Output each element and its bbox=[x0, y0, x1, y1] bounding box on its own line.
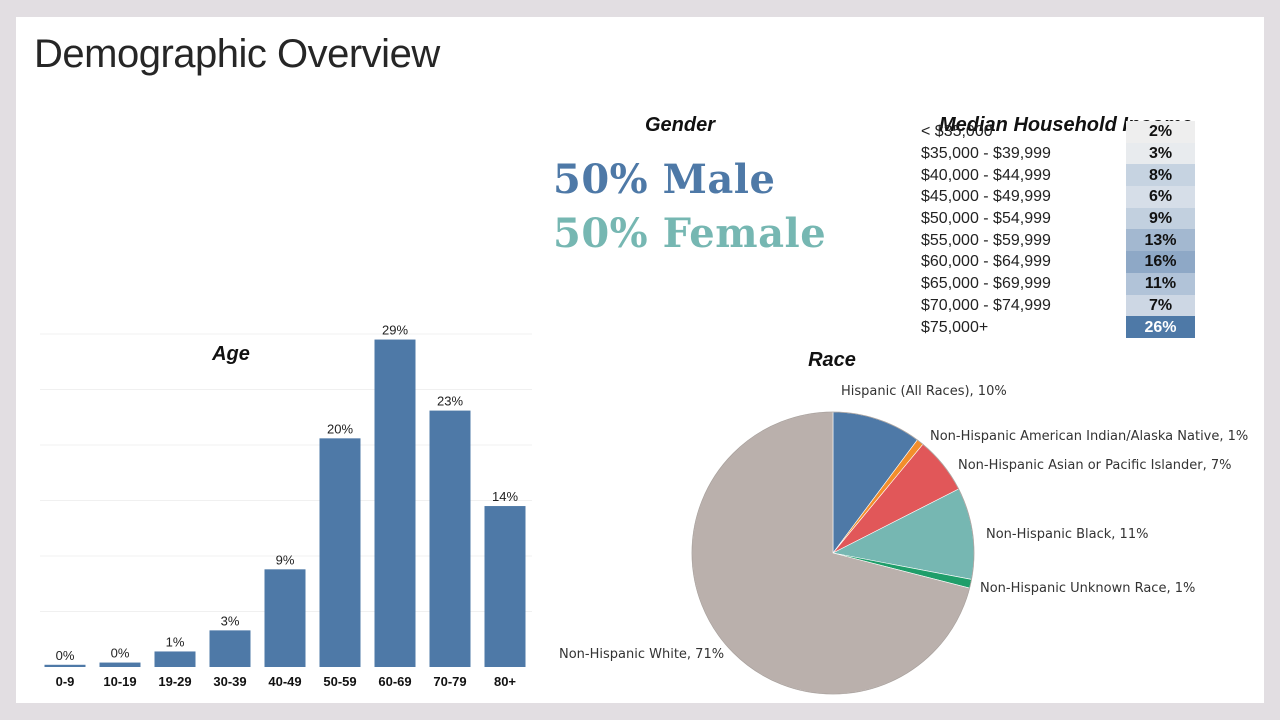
income-bracket-label: $75,000+ bbox=[921, 318, 989, 336]
income-bracket-value: 8% bbox=[1126, 164, 1195, 187]
income-bracket-label: < $35,000 bbox=[921, 123, 993, 141]
age-chart-title: Age bbox=[211, 343, 250, 365]
age-bar-value-label: 3% bbox=[221, 613, 240, 628]
income-bracket-value: 6% bbox=[1126, 186, 1195, 208]
age-bar-value-label: 9% bbox=[276, 552, 295, 567]
gender-title: Gender bbox=[645, 114, 716, 136]
income-bracket-value: 16% bbox=[1126, 251, 1195, 273]
race-pie-outline bbox=[691, 411, 975, 695]
income-bracket-label: $65,000 - $69,999 bbox=[921, 275, 1051, 293]
age-bar bbox=[374, 339, 416, 667]
age-bar-value-label: 29% bbox=[382, 323, 408, 338]
race-slice-label: Non-Hispanic American Indian/Alaska Nati… bbox=[930, 429, 1248, 444]
income-row: $45,000 - $49,999 6% bbox=[920, 186, 1195, 208]
income-bracket-label: $60,000 - $64,999 bbox=[921, 253, 1051, 271]
age-tick-label: 30-39 bbox=[213, 674, 246, 689]
age-bar-value-label: 14% bbox=[492, 489, 518, 504]
race-slice-label: Hispanic (All Races), 10% bbox=[841, 384, 1007, 399]
age-tick-label: 40-49 bbox=[268, 674, 301, 689]
income-bracket-label: $35,000 - $39,999 bbox=[921, 145, 1051, 163]
income-bracket-value: 26% bbox=[1126, 316, 1195, 338]
age-bar-value-label: 1% bbox=[166, 634, 185, 649]
slide bbox=[16, 17, 1264, 703]
race-slice-label: Non-Hispanic Black, 11% bbox=[986, 527, 1148, 542]
age-tick-label: 19-29 bbox=[158, 674, 191, 689]
income-row: $55,000 - $59,999 13% bbox=[920, 229, 1195, 252]
income-row: < $35,000 2% bbox=[920, 121, 1195, 143]
income-bracket-label: $55,000 - $59,999 bbox=[921, 231, 1051, 249]
age-bar bbox=[154, 651, 196, 667]
age-tick-label: 70-79 bbox=[433, 674, 466, 689]
income-bracket-label: $45,000 - $49,999 bbox=[921, 188, 1051, 206]
age-bar-value-label: 0% bbox=[111, 646, 130, 661]
race-slice-label: Non-Hispanic White, 71% bbox=[559, 647, 724, 662]
age-bar-value-label: 23% bbox=[437, 394, 463, 409]
age-bar bbox=[209, 630, 251, 667]
gender-male: 50% Male bbox=[553, 156, 776, 203]
income-bracket-value: 13% bbox=[1126, 229, 1195, 252]
gender-female: 50% Female bbox=[553, 210, 827, 257]
page-title: Demographic Overview bbox=[34, 32, 440, 76]
income-table: < $35,000 2% $35,000 - $39,999 3% $40,000 - … bbox=[920, 121, 1195, 338]
age-tick-label: 60-69 bbox=[378, 674, 411, 689]
income-bracket-value: 11% bbox=[1126, 272, 1195, 295]
income-row: $70,000 - $74,999 7% bbox=[920, 294, 1195, 317]
age-bar bbox=[99, 662, 141, 667]
income-bracket-value: 3% bbox=[1126, 142, 1195, 165]
age-tick-label: 50-59 bbox=[323, 674, 356, 689]
income-row: $40,000 - $44,999 8% bbox=[920, 164, 1195, 187]
income-bracket-value: 9% bbox=[1126, 207, 1195, 230]
race-slice-label: Non-Hispanic Unknown Race, 1% bbox=[980, 581, 1195, 596]
income-bracket-label: $70,000 - $74,999 bbox=[921, 296, 1051, 314]
age-bar bbox=[44, 664, 86, 667]
income-bracket-label: $40,000 - $44,999 bbox=[921, 166, 1051, 184]
age-tick-label: 0-9 bbox=[56, 674, 75, 689]
age-bar bbox=[264, 569, 306, 667]
income-row: $50,000 - $54,999 9% bbox=[920, 207, 1195, 230]
race-chart-title: Race bbox=[808, 349, 856, 371]
income-bracket-label: $50,000 - $54,999 bbox=[921, 210, 1051, 228]
age-chart: 0% 0% 1% 3% 9% 20% 29% 23% 14% 0-9 10-19 19-29 30-3… bbox=[40, 323, 532, 689]
age-bar-value-label: 0% bbox=[56, 648, 75, 663]
income-row: $60,000 - $64,999 16% bbox=[920, 251, 1195, 273]
income-row: $65,000 - $69,999 11% bbox=[920, 272, 1195, 295]
age-bar bbox=[429, 410, 471, 667]
age-bar bbox=[484, 506, 526, 667]
income-bracket-value: 2% bbox=[1126, 121, 1195, 143]
income-row: $75,000+ 26% bbox=[920, 316, 1195, 338]
race-slice-label: Non-Hispanic Asian or Pacific Islander, … bbox=[958, 458, 1232, 473]
age-tick-label: 10-19 bbox=[103, 674, 136, 689]
age-tick-label: 80+ bbox=[494, 674, 516, 689]
income-row: $35,000 - $39,999 3% bbox=[920, 142, 1195, 165]
age-bar bbox=[319, 438, 361, 667]
income-bracket-value: 7% bbox=[1126, 294, 1195, 317]
age-bar-value-label: 20% bbox=[327, 421, 353, 436]
